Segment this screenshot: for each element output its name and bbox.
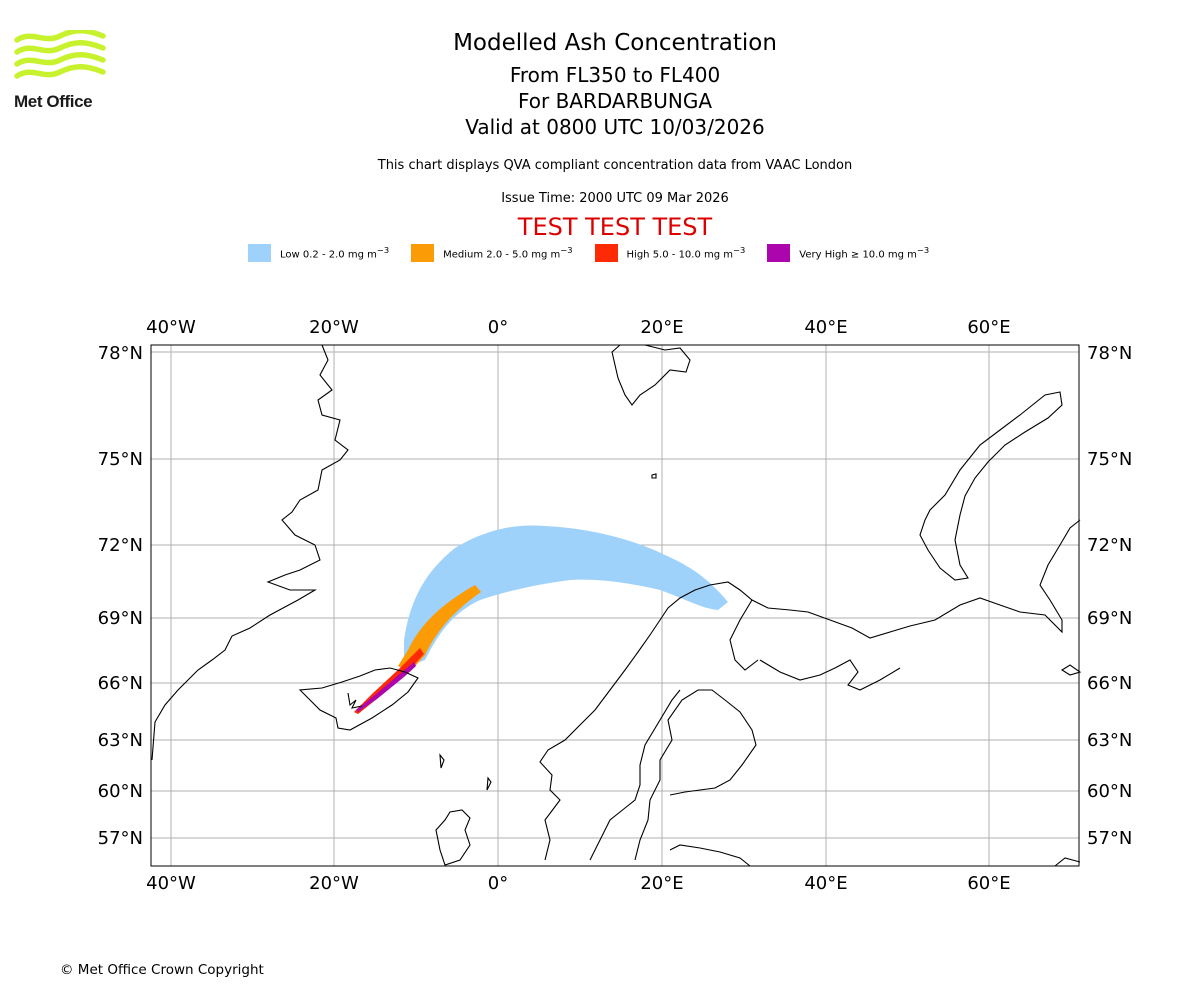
legend-label-high: High 5.0 - 10.0 mg m−3 xyxy=(626,245,746,261)
lat-label-57n-right: 57°N xyxy=(1087,828,1132,849)
lon-label-20e-top: 20°E xyxy=(640,317,683,338)
lon-labels-bottom: 40°W 20°W 0° 20°E 40°E 60°E xyxy=(146,873,1010,894)
lon-label-60e-bottom: 60°E xyxy=(967,873,1010,894)
copyright: © Met Office Crown Copyright xyxy=(60,962,264,978)
map-gridlines xyxy=(151,345,1079,866)
chart-title: Modelled Ash Concentration xyxy=(453,30,777,56)
lon-label-0-top: 0° xyxy=(488,317,508,338)
lon-label-20w-top: 20°W xyxy=(309,317,359,338)
lat-label-72n-left: 72°N xyxy=(98,535,143,556)
legend-label-medium: Medium 2.0 - 5.0 mg m−3 xyxy=(443,245,573,261)
volcano-name: For BARDARBUNGA xyxy=(517,89,713,113)
lat-label-75n-left: 75°N xyxy=(98,449,143,470)
ash-low-region xyxy=(404,525,728,668)
legend-label-low: Low 0.2 - 2.0 mg m−3 xyxy=(280,245,390,261)
lat-label-66n-left: 66°N xyxy=(98,673,143,694)
lon-label-40e-top: 40°E xyxy=(804,317,847,338)
met-office-wordmark: Met Office xyxy=(14,92,93,111)
lon-label-40w-bottom: 40°W xyxy=(146,873,196,894)
legend: Low 0.2 - 2.0 mg m−3 Medium 2.0 - 5.0 mg… xyxy=(248,244,951,262)
lat-labels-left: 78°N 75°N 72°N 69°N 66°N 63°N 60°N 57°N xyxy=(98,343,143,849)
lon-label-20w-bottom: 20°W xyxy=(309,873,359,894)
lat-label-60n-left: 60°N xyxy=(98,781,143,802)
lat-label-60n-right: 60°N xyxy=(1087,781,1132,802)
compliance-note: This chart displays QVA compliant concen… xyxy=(377,158,853,173)
coastlines xyxy=(151,344,1082,867)
lon-label-0-bottom: 0° xyxy=(488,873,508,894)
test-banner: TEST TEST TEST xyxy=(517,213,713,241)
legend-label-very-high: Very High ≥ 10.0 mg m−3 xyxy=(799,245,930,261)
lat-label-66n-right: 66°N xyxy=(1087,673,1132,694)
ash-high-region xyxy=(354,648,424,714)
ash-very-high-region xyxy=(356,662,416,712)
legend-item-very-high: Very High ≥ 10.0 mg m−3 xyxy=(767,244,929,262)
legend-item-medium: Medium 2.0 - 5.0 mg m−3 xyxy=(411,244,573,262)
legend-swatch-medium xyxy=(411,244,435,262)
legend-swatch-high xyxy=(594,244,618,262)
lon-label-40w-top: 40°W xyxy=(146,317,196,338)
legend-swatch-low xyxy=(248,244,271,262)
legend-swatch-very-high xyxy=(767,244,791,262)
legend-item-high: High 5.0 - 10.0 mg m−3 xyxy=(594,244,746,262)
lat-label-75n-right: 75°N xyxy=(1087,449,1132,470)
lat-label-78n-left: 78°N xyxy=(98,343,143,364)
lat-label-57n-left: 57°N xyxy=(98,828,143,849)
legend-item-low: Low 0.2 - 2.0 mg m−3 xyxy=(248,244,389,262)
lat-labels-right: 78°N 75°N 72°N 69°N 66°N 63°N 60°N 57°N xyxy=(1087,343,1132,849)
lon-labels-top: 40°W 20°W 0° 20°E 40°E 60°E xyxy=(146,317,1010,338)
lat-label-78n-right: 78°N xyxy=(1087,343,1132,364)
met-office-logo-icon xyxy=(14,30,106,79)
lat-label-69n-right: 69°N xyxy=(1087,608,1132,629)
valid-time: Valid at 0800 UTC 10/03/2026 xyxy=(465,115,765,139)
lon-label-60e-top: 60°E xyxy=(967,317,1010,338)
lat-label-69n-left: 69°N xyxy=(98,608,143,629)
lon-label-20e-bottom: 20°E xyxy=(640,873,683,894)
map-frame xyxy=(150,344,1080,867)
issue-time: Issue Time: 2000 UTC 09 Mar 2026 xyxy=(501,191,729,206)
lat-label-63n-left: 63°N xyxy=(98,730,143,751)
flight-levels: From FL350 to FL400 xyxy=(509,63,721,87)
lat-label-63n-right: 63°N xyxy=(1087,730,1132,751)
lat-label-72n-right: 72°N xyxy=(1087,535,1132,556)
lon-label-40e-bottom: 40°E xyxy=(804,873,847,894)
